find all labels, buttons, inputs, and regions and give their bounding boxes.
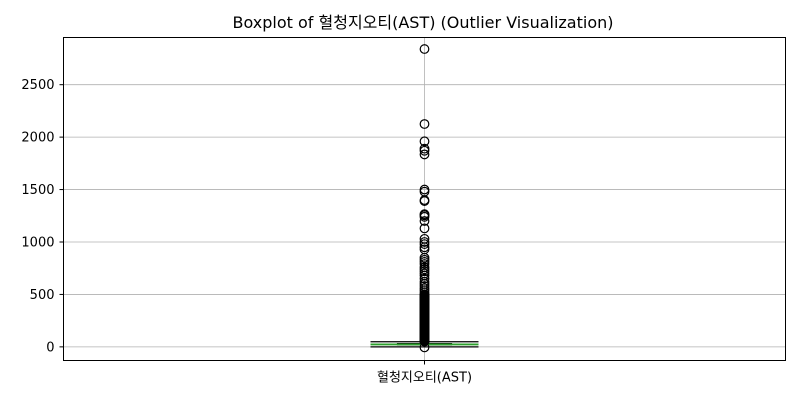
outlier-point [419, 216, 430, 226]
outlier-point [419, 196, 430, 206]
chart-title: Boxplot of 혈청지오티(AST) (Outlier Visualiza… [233, 13, 614, 32]
outlier-point [419, 223, 430, 234]
y-tick-label: 1000 [21, 235, 54, 250]
outlier-point [419, 145, 430, 156]
outlier-point [419, 44, 430, 54]
outlier-point [419, 119, 430, 129]
outlier-point [419, 149, 430, 160]
outlier-point [419, 259, 430, 269]
y-tick-label: 0 [46, 340, 54, 355]
axis-layer: 0 500 1000 1500 2000 2500 혈청지오티(AST) [21, 78, 472, 385]
plot-frame [63, 37, 786, 361]
y-tick-label: 500 [30, 288, 55, 303]
y-tick-label: 2500 [21, 78, 54, 93]
outlier-point [419, 136, 430, 147]
outlier-point [419, 289, 430, 300]
outlier-point [419, 342, 430, 353]
x-tick-label: 혈청지오티(AST) [377, 371, 472, 386]
outlier-point [419, 273, 430, 284]
flier-layer [419, 44, 430, 353]
outlier-point [419, 239, 430, 249]
outlier-point [419, 211, 430, 222]
y-tick-label: 2000 [21, 131, 54, 146]
y-tick-label: 1500 [21, 183, 54, 198]
